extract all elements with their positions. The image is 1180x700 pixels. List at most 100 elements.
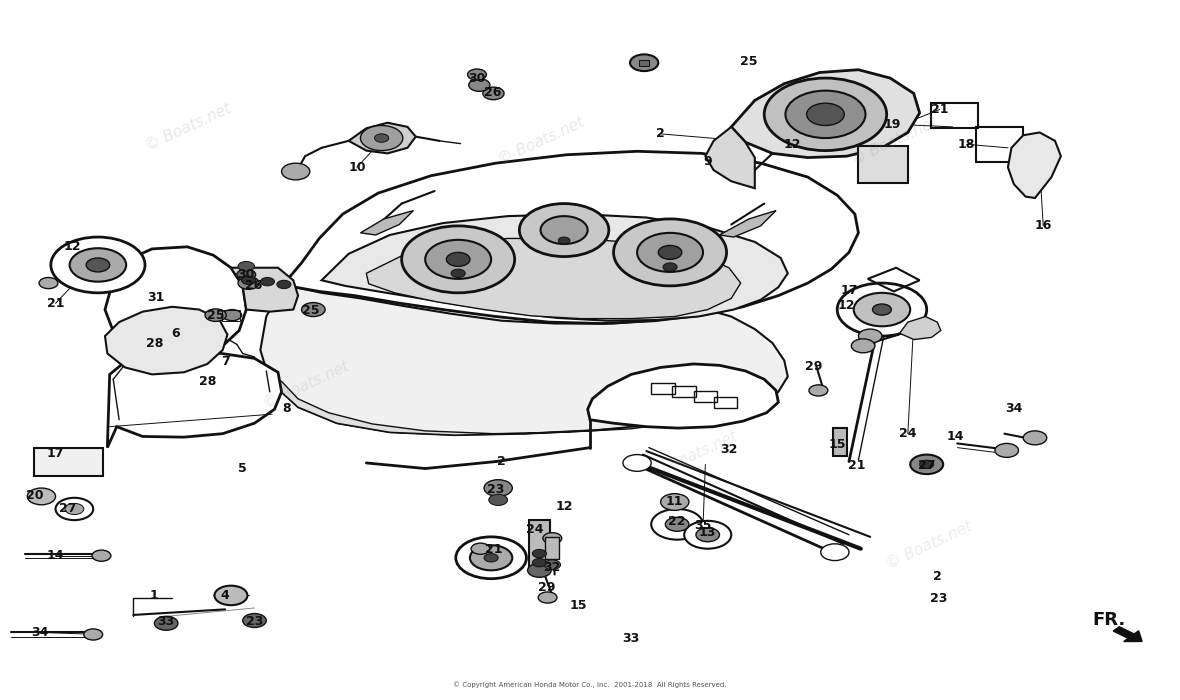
Circle shape [470, 545, 512, 570]
Text: 33: 33 [158, 615, 175, 629]
Circle shape [858, 329, 881, 343]
Circle shape [302, 302, 326, 316]
Text: 8: 8 [282, 402, 290, 415]
Text: © Boats.net: © Boats.net [848, 114, 939, 167]
Text: 15: 15 [828, 438, 846, 451]
Text: 12: 12 [838, 299, 856, 312]
Text: 23: 23 [487, 483, 505, 496]
Circle shape [527, 564, 551, 577]
Polygon shape [1008, 132, 1061, 198]
Circle shape [223, 309, 242, 321]
Circle shape [27, 488, 55, 505]
Circle shape [538, 592, 557, 603]
Circle shape [446, 253, 470, 266]
Text: 14: 14 [47, 550, 64, 562]
Text: 34: 34 [32, 626, 48, 639]
Circle shape [425, 240, 491, 279]
Text: 24: 24 [899, 427, 917, 440]
Circle shape [995, 443, 1018, 457]
Circle shape [853, 293, 910, 326]
Text: © Copyright American Honda Motor Co., Inc.  2001-2018  All Rights Reserved.: © Copyright American Honda Motor Co., In… [453, 681, 727, 688]
Circle shape [483, 87, 504, 99]
Circle shape [851, 339, 874, 353]
Text: 23: 23 [245, 615, 263, 629]
Text: 16: 16 [1035, 219, 1051, 232]
Text: 26: 26 [484, 85, 502, 99]
Bar [222, 309, 241, 321]
Polygon shape [261, 284, 788, 435]
Text: 12: 12 [64, 240, 80, 253]
Circle shape [630, 55, 658, 71]
Polygon shape [706, 127, 755, 188]
Bar [34, 447, 103, 475]
Circle shape [651, 509, 703, 540]
Circle shape [1023, 431, 1047, 444]
Text: 30: 30 [468, 71, 486, 85]
Text: 1: 1 [150, 589, 159, 602]
Circle shape [451, 269, 465, 277]
Circle shape [401, 226, 514, 293]
Text: 5: 5 [238, 462, 247, 475]
Polygon shape [322, 214, 788, 321]
Text: 9: 9 [703, 155, 712, 168]
Text: 12: 12 [556, 500, 572, 512]
Text: 29: 29 [805, 360, 822, 372]
Polygon shape [732, 70, 919, 158]
Text: 17: 17 [840, 284, 858, 298]
Circle shape [558, 237, 570, 244]
Text: 15: 15 [570, 599, 586, 612]
Text: © Boats.net: © Boats.net [496, 114, 586, 167]
Circle shape [484, 480, 512, 496]
Circle shape [663, 262, 677, 271]
Circle shape [92, 550, 111, 561]
Text: 28: 28 [146, 337, 163, 349]
Text: 33: 33 [623, 632, 640, 645]
Circle shape [65, 503, 84, 514]
Text: 2: 2 [656, 127, 666, 141]
Circle shape [455, 537, 526, 579]
Text: 11: 11 [666, 495, 683, 508]
Circle shape [205, 309, 227, 321]
Text: 10: 10 [348, 161, 366, 174]
Polygon shape [105, 307, 228, 375]
Circle shape [540, 216, 588, 244]
Text: 20: 20 [26, 489, 44, 502]
Text: 21: 21 [485, 543, 503, 556]
Text: 32: 32 [544, 561, 560, 574]
Text: © Boats.net: © Boats.net [884, 519, 975, 572]
Text: 18: 18 [958, 138, 976, 150]
Polygon shape [105, 247, 247, 356]
Text: 4: 4 [221, 589, 229, 602]
Circle shape [84, 629, 103, 640]
Circle shape [809, 385, 828, 396]
Text: 25: 25 [302, 304, 320, 318]
Text: 2: 2 [933, 570, 942, 583]
Circle shape [532, 550, 546, 558]
Text: 2: 2 [497, 455, 506, 468]
Circle shape [637, 233, 703, 272]
Polygon shape [270, 382, 776, 435]
Polygon shape [899, 316, 940, 340]
Circle shape [51, 237, 145, 293]
Circle shape [374, 134, 388, 142]
Bar [640, 60, 649, 66]
Text: FR.: FR. [1093, 611, 1126, 629]
Text: 14: 14 [946, 430, 964, 443]
Circle shape [684, 521, 732, 549]
Circle shape [666, 517, 689, 531]
Circle shape [261, 277, 275, 286]
Circle shape [468, 79, 490, 91]
Circle shape [910, 454, 943, 474]
Polygon shape [360, 211, 413, 235]
Bar [529, 520, 550, 568]
Circle shape [243, 613, 267, 627]
Text: 19: 19 [884, 118, 902, 131]
Polygon shape [231, 267, 299, 312]
Circle shape [543, 533, 562, 544]
Circle shape [532, 559, 546, 567]
Text: 21: 21 [47, 297, 64, 310]
Bar [673, 386, 696, 398]
Text: 30: 30 [237, 267, 255, 281]
Text: 35: 35 [694, 519, 712, 532]
FancyArrow shape [1113, 626, 1142, 641]
